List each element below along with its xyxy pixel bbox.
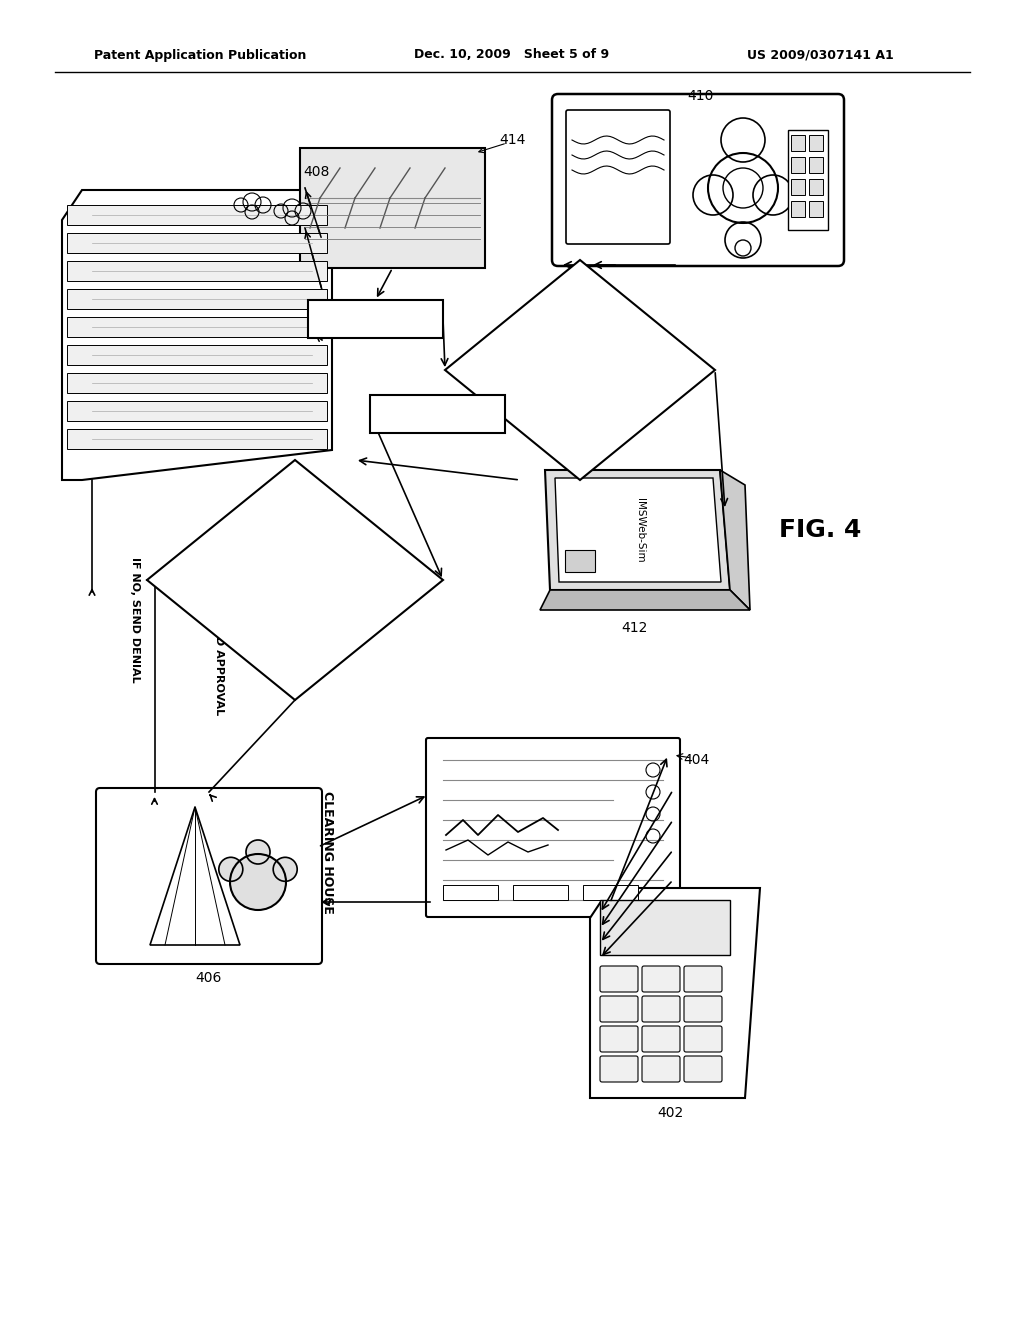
Polygon shape [590, 888, 760, 1098]
Text: TRANSACTION?: TRANSACTION? [532, 391, 628, 401]
FancyBboxPatch shape [642, 1026, 680, 1052]
FancyBboxPatch shape [684, 1056, 722, 1082]
Text: 414: 414 [500, 133, 526, 147]
Bar [370, 395, 505, 433]
Polygon shape [720, 470, 750, 610]
Bar [67, 205, 327, 224]
Text: 410: 410 [687, 88, 713, 103]
FancyBboxPatch shape [684, 1026, 722, 1052]
Bar [67, 289, 327, 309]
FancyBboxPatch shape [600, 1026, 638, 1052]
Text: LOCATION: LOCATION [336, 312, 415, 326]
FancyBboxPatch shape [426, 738, 680, 917]
Text: Dec. 10, 2009   Sheet 5 of 9: Dec. 10, 2009 Sheet 5 of 9 [415, 49, 609, 62]
Text: AMOUNT ACCEPT: AMOUNT ACCEPT [526, 375, 634, 385]
Polygon shape [555, 478, 721, 582]
FancyBboxPatch shape [600, 1056, 638, 1082]
Text: RESPONSE: RESPONSE [395, 407, 479, 421]
Bar [791, 135, 805, 150]
Text: ACCEPTED: ACCEPTED [262, 568, 328, 577]
FancyBboxPatch shape [566, 110, 670, 244]
Bar [788, 129, 828, 230]
Bar [809, 157, 823, 173]
Circle shape [246, 840, 270, 865]
Bar [67, 401, 327, 421]
Text: FIRST BANK: FIRST BANK [543, 343, 617, 352]
Text: US 2009/0307141 A1: US 2009/0307141 A1 [746, 49, 893, 62]
Text: CLEARING HOUSE: CLEARING HOUSE [322, 791, 335, 913]
Polygon shape [540, 590, 750, 610]
FancyBboxPatch shape [684, 997, 722, 1022]
Polygon shape [62, 190, 332, 480]
Bar [600, 900, 730, 954]
FancyBboxPatch shape [96, 788, 322, 964]
Text: 404: 404 [683, 752, 710, 767]
Polygon shape [147, 459, 443, 700]
Circle shape [219, 857, 243, 882]
Text: 412: 412 [622, 620, 648, 635]
FancyBboxPatch shape [642, 1056, 680, 1082]
Text: VENDOR, DESCRIPTION,: VENDOR, DESCRIPTION, [506, 359, 654, 370]
Bar [300, 148, 485, 268]
Bar [67, 374, 327, 393]
Bar [791, 201, 805, 216]
Bar [791, 180, 805, 195]
Text: FIG. 4: FIG. 4 [779, 517, 861, 543]
Polygon shape [150, 807, 240, 945]
Bar [443, 884, 498, 900]
Polygon shape [545, 470, 730, 590]
Bar [308, 300, 443, 338]
Bar [67, 234, 327, 253]
FancyBboxPatch shape [642, 966, 680, 993]
Bar [565, 550, 595, 572]
FancyBboxPatch shape [684, 966, 722, 993]
Text: 402: 402 [656, 1106, 683, 1119]
FancyBboxPatch shape [642, 997, 680, 1022]
Bar [809, 135, 823, 150]
Bar [67, 261, 327, 281]
Text: IF YES, SEND APPROVAL: IF YES, SEND APPROVAL [214, 565, 224, 715]
Text: IF NO, SEND DENIAL: IF NO, SEND DENIAL [129, 557, 139, 682]
Bar [67, 429, 327, 449]
Bar [67, 345, 327, 366]
Text: MATCHED?: MATCHED? [261, 603, 329, 612]
Bar [791, 157, 805, 173]
Bar [809, 201, 823, 216]
Circle shape [273, 857, 297, 882]
Bar [67, 317, 327, 337]
FancyBboxPatch shape [600, 966, 638, 993]
Bar [583, 884, 638, 900]
Text: 408: 408 [304, 165, 330, 180]
Bar [809, 180, 823, 195]
Text: Patent Application Publication: Patent Application Publication [94, 49, 306, 62]
Text: TRANSACTION: TRANSACTION [251, 549, 340, 558]
Text: 406: 406 [196, 972, 222, 985]
FancyBboxPatch shape [600, 997, 638, 1022]
Circle shape [230, 854, 286, 909]
Polygon shape [445, 260, 715, 480]
Bar [513, 884, 568, 900]
FancyBboxPatch shape [552, 94, 844, 267]
Text: LOCATION: LOCATION [264, 585, 326, 595]
Text: IMSWeb-Sim: IMSWeb-Sim [635, 498, 645, 562]
